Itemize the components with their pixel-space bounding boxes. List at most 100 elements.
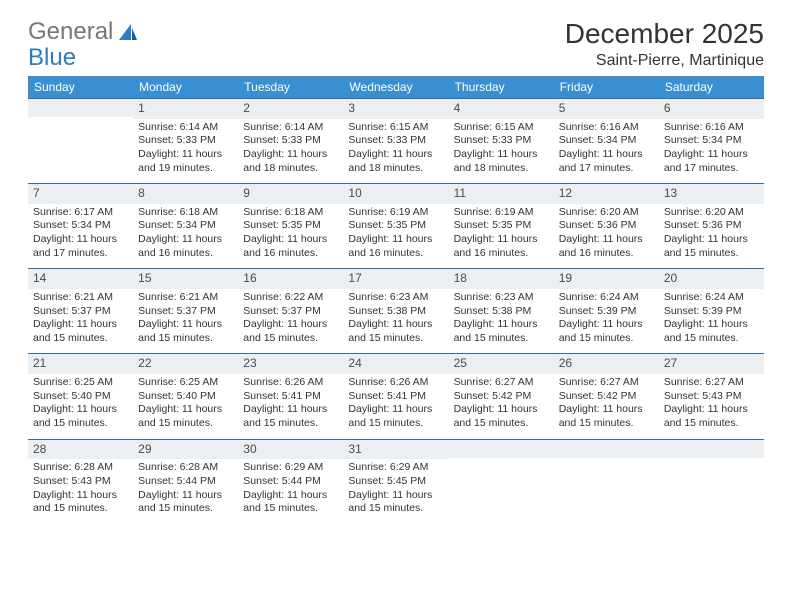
cell-body: Sunrise: 6:27 AMSunset: 5:43 PMDaylight:… <box>659 374 764 439</box>
sunrise-line: Sunrise: 6:15 AM <box>348 121 443 135</box>
sunset-line: Sunset: 5:40 PM <box>33 390 128 404</box>
day-number: 22 <box>133 353 238 374</box>
cell-body: Sunrise: 6:22 AMSunset: 5:37 PMDaylight:… <box>238 289 343 354</box>
calendar-cell: 21Sunrise: 6:25 AMSunset: 5:40 PMDayligh… <box>28 353 133 438</box>
cell-body: Sunrise: 6:18 AMSunset: 5:34 PMDaylight:… <box>133 204 238 269</box>
weekday-header: Friday <box>554 76 659 98</box>
empty-day <box>449 439 554 458</box>
cell-body: Sunrise: 6:16 AMSunset: 5:34 PMDaylight:… <box>554 119 659 184</box>
cell-body: Sunrise: 6:28 AMSunset: 5:43 PMDaylight:… <box>28 459 133 524</box>
sunset-line: Sunset: 5:43 PM <box>33 475 128 489</box>
weekday-header: Saturday <box>659 76 764 98</box>
sunset-line: Sunset: 5:34 PM <box>33 219 128 233</box>
weekday-header-row: SundayMondayTuesdayWednesdayThursdayFrid… <box>28 76 764 98</box>
daylight-line: Daylight: 11 hours and 17 minutes. <box>664 148 759 175</box>
daylight-line: Daylight: 11 hours and 19 minutes. <box>138 148 233 175</box>
sunrise-line: Sunrise: 6:22 AM <box>243 291 338 305</box>
empty-day <box>659 439 764 458</box>
day-number: 11 <box>449 183 554 204</box>
cell-body: Sunrise: 6:24 AMSunset: 5:39 PMDaylight:… <box>554 289 659 354</box>
day-number: 8 <box>133 183 238 204</box>
daylight-line: Daylight: 11 hours and 16 minutes. <box>243 233 338 260</box>
daylight-line: Daylight: 11 hours and 17 minutes. <box>33 233 128 260</box>
calendar-cell: 9Sunrise: 6:18 AMSunset: 5:35 PMDaylight… <box>238 183 343 268</box>
daylight-line: Daylight: 11 hours and 15 minutes. <box>664 233 759 260</box>
calendar-cell: 6Sunrise: 6:16 AMSunset: 5:34 PMDaylight… <box>659 98 764 183</box>
sunrise-line: Sunrise: 6:23 AM <box>348 291 443 305</box>
cell-body: Sunrise: 6:21 AMSunset: 5:37 PMDaylight:… <box>28 289 133 354</box>
day-number: 18 <box>449 268 554 289</box>
calendar-cell: 17Sunrise: 6:23 AMSunset: 5:38 PMDayligh… <box>343 268 448 353</box>
sunrise-line: Sunrise: 6:27 AM <box>559 376 654 390</box>
daylight-line: Daylight: 11 hours and 15 minutes. <box>348 403 443 430</box>
cell-body: Sunrise: 6:20 AMSunset: 5:36 PMDaylight:… <box>554 204 659 269</box>
daylight-line: Daylight: 11 hours and 15 minutes. <box>243 489 338 516</box>
sunrise-line: Sunrise: 6:28 AM <box>33 461 128 475</box>
day-number: 4 <box>449 98 554 119</box>
sunset-line: Sunset: 5:42 PM <box>454 390 549 404</box>
calendar-cell: 11Sunrise: 6:19 AMSunset: 5:35 PMDayligh… <box>449 183 554 268</box>
logo-text-1: General <box>28 18 113 46</box>
day-number: 30 <box>238 439 343 460</box>
sunrise-line: Sunrise: 6:23 AM <box>454 291 549 305</box>
daylight-line: Daylight: 11 hours and 15 minutes. <box>559 318 654 345</box>
sunrise-line: Sunrise: 6:29 AM <box>348 461 443 475</box>
day-number: 10 <box>343 183 448 204</box>
daylight-line: Daylight: 11 hours and 16 minutes. <box>454 233 549 260</box>
sunset-line: Sunset: 5:43 PM <box>664 390 759 404</box>
sunrise-line: Sunrise: 6:28 AM <box>138 461 233 475</box>
day-number: 21 <box>28 353 133 374</box>
sunrise-line: Sunrise: 6:15 AM <box>454 121 549 135</box>
cell-body: Sunrise: 6:15 AMSunset: 5:33 PMDaylight:… <box>449 119 554 184</box>
day-number: 9 <box>238 183 343 204</box>
daylight-line: Daylight: 11 hours and 15 minutes. <box>559 403 654 430</box>
day-number: 12 <box>554 183 659 204</box>
sunrise-line: Sunrise: 6:27 AM <box>664 376 759 390</box>
cell-body: Sunrise: 6:14 AMSunset: 5:33 PMDaylight:… <box>133 119 238 184</box>
daylight-line: Daylight: 11 hours and 15 minutes. <box>348 318 443 345</box>
calendar-week-row: 21 Sunrise: 6:25 AM Sunset: 5:40 PM Dayligh… <box>28 353 764 438</box>
calendar-cell <box>28 98 133 183</box>
day-number: 20 <box>659 268 764 289</box>
calendar-cell: 12Sunrise: 6:20 AMSunset: 5:36 PMDayligh… <box>554 183 659 268</box>
logo-sail-icon <box>117 22 139 42</box>
calendar-cell <box>659 439 764 524</box>
day-number: 28 <box>28 439 133 460</box>
calendar-cell: 16Sunrise: 6:22 AMSunset: 5:37 PMDayligh… <box>238 268 343 353</box>
sunset-line: Sunset: 5:44 PM <box>243 475 338 489</box>
cell-body: Sunrise: 6:23 AMSunset: 5:38 PMDaylight:… <box>343 289 448 354</box>
sunrise-line: Sunrise: 6:25 AM <box>138 376 233 390</box>
day-number: 5 <box>554 98 659 119</box>
daylight-line: Daylight: 11 hours and 15 minutes. <box>243 403 338 430</box>
calendar-cell: 7Sunrise: 6:17 AMSunset: 5:34 PMDaylight… <box>28 183 133 268</box>
cell-body: Sunrise: 6:15 AMSunset: 5:33 PMDaylight:… <box>343 119 448 184</box>
daylight-line: Daylight: 11 hours and 17 minutes. <box>559 148 654 175</box>
day-number: 14 <box>28 268 133 289</box>
cell-body: Sunrise: 6:21 AMSunset: 5:37 PMDaylight:… <box>133 289 238 354</box>
daylight-line: Daylight: 11 hours and 15 minutes. <box>454 403 549 430</box>
calendar-cell <box>554 439 659 524</box>
daylight-line: Daylight: 11 hours and 15 minutes. <box>454 318 549 345</box>
calendar-cell: 20Sunrise: 6:24 AMSunset: 5:39 PMDayligh… <box>659 268 764 353</box>
sunset-line: Sunset: 5:41 PM <box>348 390 443 404</box>
sunset-line: Sunset: 5:35 PM <box>348 219 443 233</box>
sunrise-line: Sunrise: 6:26 AM <box>243 376 338 390</box>
calendar-cell: 8Sunrise: 6:18 AMSunset: 5:34 PMDaylight… <box>133 183 238 268</box>
sunset-line: Sunset: 5:34 PM <box>138 219 233 233</box>
sunset-line: Sunset: 5:39 PM <box>559 305 654 319</box>
day-number: 1 <box>133 98 238 119</box>
calendar-week-row: 28Sunrise: 6:28 AMSunset: 5:43 PMDayligh… <box>28 439 764 524</box>
sunset-line: Sunset: 5:45 PM <box>348 475 443 489</box>
sunrise-line: Sunrise: 6:24 AM <box>559 291 654 305</box>
calendar-table: SundayMondayTuesdayWednesdayThursdayFrid… <box>28 76 764 524</box>
cell-body: Sunrise: 6:29 AMSunset: 5:45 PMDaylight:… <box>343 459 448 524</box>
daylight-line: Daylight: 11 hours and 15 minutes. <box>33 489 128 516</box>
calendar-cell: 23Sunrise: 6:26 AMSunset: 5:41 PMDayligh… <box>238 353 343 438</box>
sunset-line: Sunset: 5:37 PM <box>243 305 338 319</box>
cell-body: Sunrise: 6:27 AMSunset: 5:42 PMDaylight:… <box>449 374 554 439</box>
sunrise-line: Sunrise: 6:14 AM <box>243 121 338 135</box>
sunset-line: Sunset: 5:33 PM <box>348 134 443 148</box>
calendar-cell: 15Sunrise: 6:21 AMSunset: 5:37 PMDayligh… <box>133 268 238 353</box>
day-number: 17 <box>343 268 448 289</box>
sunset-line: Sunset: 5:37 PM <box>138 305 233 319</box>
